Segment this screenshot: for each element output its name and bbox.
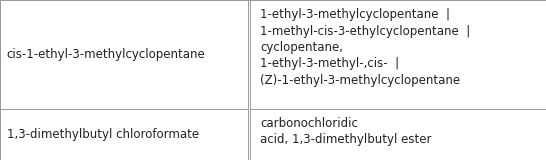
Bar — [0, 109, 248, 160]
Bar — [0, 0, 248, 109]
Text: 1-ethyl-3-methylcyclopentane  |
1-methyl-cis-3-ethylcyclopentane  |
cyclopentane: 1-ethyl-3-methylcyclopentane | 1-methyl-… — [260, 8, 470, 87]
Bar — [250, 0, 546, 109]
Text: cis-1-ethyl-3-methylcyclopentane: cis-1-ethyl-3-methylcyclopentane — [7, 48, 205, 61]
Text: 1,3-dimethylbutyl chloroformate: 1,3-dimethylbutyl chloroformate — [7, 128, 199, 141]
Bar — [250, 109, 546, 160]
Text: carbonochloridic
acid, 1,3-dimethylbutyl ester: carbonochloridic acid, 1,3-dimethylbutyl… — [260, 117, 431, 146]
